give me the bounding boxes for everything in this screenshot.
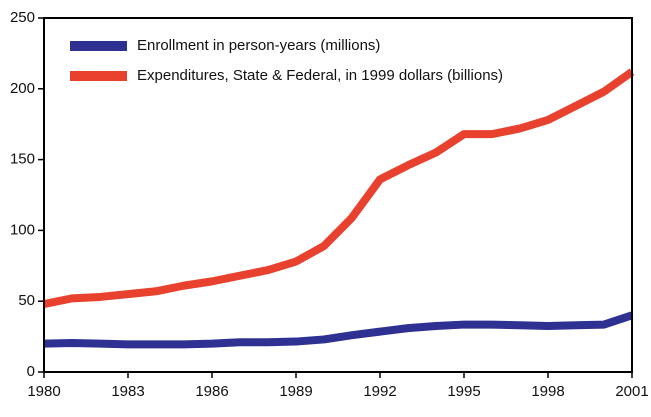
x-tick-label: 1983 bbox=[111, 383, 144, 400]
x-tick-label: 2001 bbox=[615, 383, 648, 400]
y-tick-label: 100 bbox=[10, 221, 35, 238]
x-tick-label: 1989 bbox=[279, 383, 312, 400]
y-tick-label: 250 bbox=[10, 9, 35, 26]
legend-label: Enrollment in person-years (millions) bbox=[137, 37, 380, 54]
y-tick-label: 150 bbox=[10, 151, 35, 168]
y-tick-label: 200 bbox=[10, 80, 35, 97]
y-tick-label: 50 bbox=[18, 292, 35, 309]
x-tick-label: 1980 bbox=[27, 383, 60, 400]
x-tick-label: 1995 bbox=[447, 383, 480, 400]
series-line bbox=[43, 311, 634, 349]
plot-frame bbox=[43, 17, 633, 373]
legend-label: Expenditures, State & Federal, in 1999 d… bbox=[137, 67, 503, 84]
y-tick-label: 0 bbox=[27, 363, 35, 380]
x-tick-label: 1986 bbox=[195, 383, 228, 400]
series-line bbox=[43, 68, 635, 308]
x-tick-label: 1992 bbox=[363, 383, 396, 400]
x-tick-label: 1998 bbox=[531, 383, 564, 400]
